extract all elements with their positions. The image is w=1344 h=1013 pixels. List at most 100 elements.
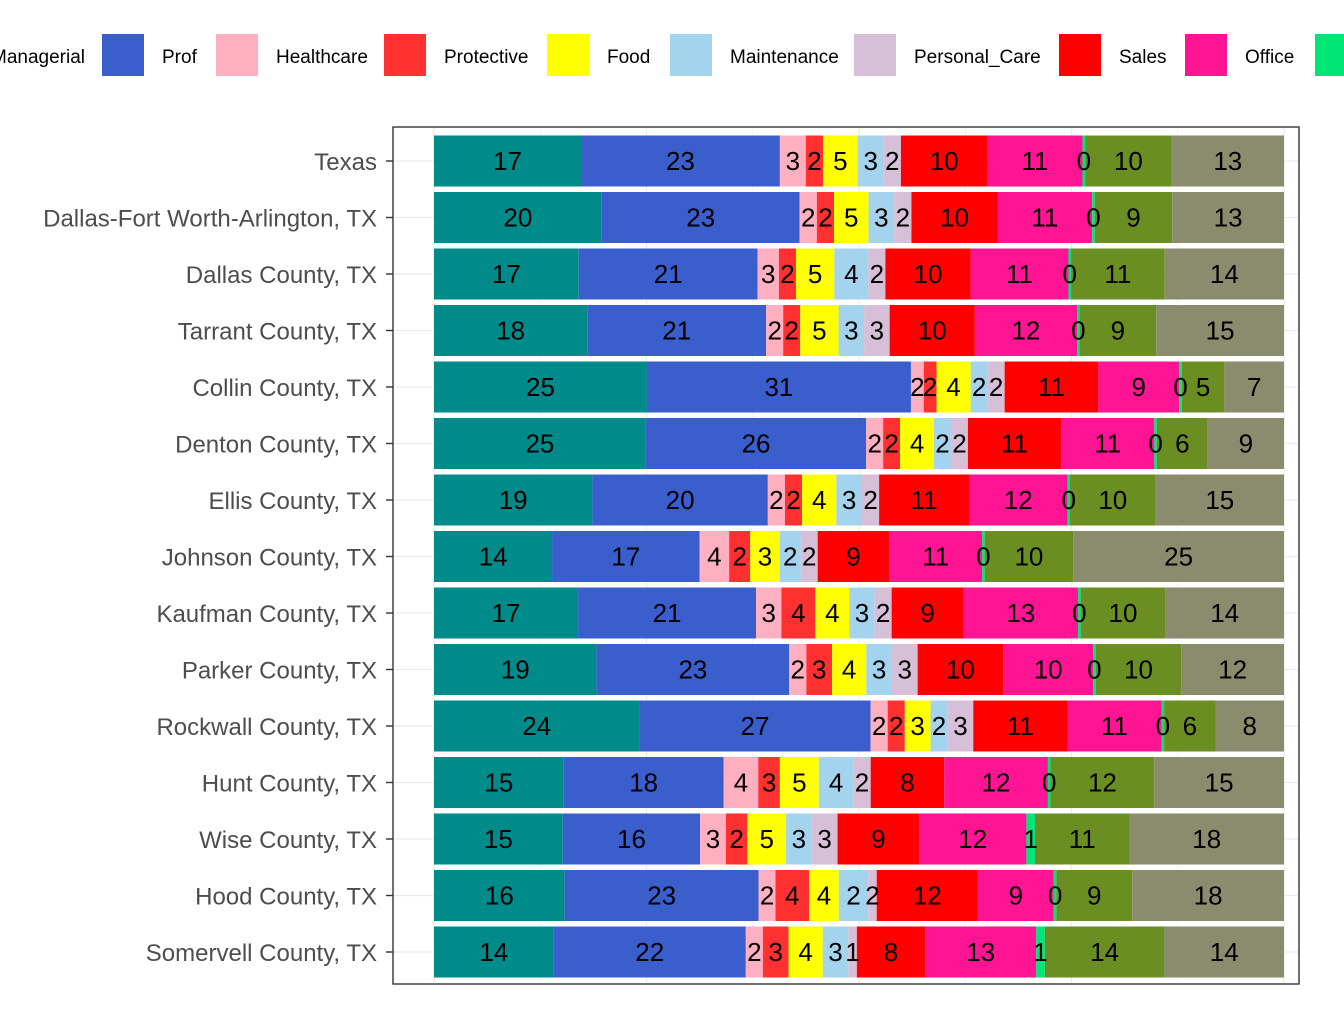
data-label: 25 <box>1164 542 1193 572</box>
bar-segment <box>779 135 806 187</box>
bar-segment <box>861 474 880 526</box>
bar-segment <box>805 135 824 187</box>
bar-segment <box>762 926 789 978</box>
data-label: 25 <box>526 372 555 402</box>
data-label: 0 <box>1156 711 1170 741</box>
bar-segment <box>646 361 911 413</box>
bar-segment <box>836 474 862 526</box>
data-label: 2 <box>791 655 805 685</box>
bar-segment <box>767 474 785 526</box>
data-label: 23 <box>647 881 676 911</box>
bar-segment <box>781 587 816 639</box>
bar-segment <box>1154 757 1284 808</box>
data-label: 10 <box>1014 542 1043 572</box>
data-label: 2 <box>801 203 815 233</box>
data-label: 14 <box>1210 937 1239 967</box>
data-label: 3 <box>855 598 869 628</box>
data-label: 20 <box>503 203 532 233</box>
data-label: 0 <box>1063 259 1077 289</box>
bar-segment <box>963 587 1079 639</box>
data-label: 4 <box>791 598 805 628</box>
legend-label: Protective <box>444 47 528 68</box>
bar-segment <box>434 135 581 187</box>
data-label: 2 <box>846 881 860 911</box>
data-label: 4 <box>707 542 721 572</box>
bar-segment <box>917 644 1004 695</box>
bar-segment <box>758 870 776 921</box>
bar-segment <box>834 248 869 300</box>
bar-segment <box>1035 813 1130 865</box>
data-label: 0 <box>976 542 990 572</box>
bar-segment <box>766 305 784 356</box>
data-label: 3 <box>768 937 782 967</box>
data-label: 0 <box>1086 203 1100 233</box>
data-label: 2 <box>876 598 890 628</box>
category-label: Dallas-Fort Worth-Arlington, TX <box>43 206 377 233</box>
bar-segment <box>1132 870 1284 921</box>
bar-segment <box>868 248 886 300</box>
data-label: 3 <box>828 937 842 967</box>
data-label: 11 <box>1007 711 1034 741</box>
bar-segment <box>1070 474 1156 526</box>
data-label: 0 <box>1077 146 1091 176</box>
data-label: 0 <box>1072 598 1086 628</box>
bar-segment <box>1026 813 1036 865</box>
bar-segment <box>758 757 780 808</box>
legend-swatch <box>670 34 712 76</box>
bar-segment <box>1156 305 1284 356</box>
category-label: Tarrant County, TX <box>178 319 377 346</box>
data-label: 2 <box>885 146 899 176</box>
bar-segment <box>1044 926 1165 978</box>
data-label: 9 <box>1132 372 1146 402</box>
data-label: 18 <box>1194 881 1223 911</box>
bar-segment <box>699 531 730 582</box>
data-label: 4 <box>825 598 839 628</box>
bar-segment <box>434 926 554 978</box>
bar-segment <box>434 248 579 300</box>
bar-segment <box>1056 870 1133 921</box>
data-label: 5 <box>833 146 847 176</box>
legend-label: Food <box>607 47 650 68</box>
data-label: 10 <box>1034 655 1063 685</box>
bar-segment <box>891 587 964 639</box>
data-label: 2 <box>747 937 761 967</box>
bar-segment <box>868 192 895 243</box>
bar-segment <box>1078 587 1081 639</box>
category-label: Texas <box>314 149 377 176</box>
legend-label: Healthcare <box>276 47 368 68</box>
data-label: 16 <box>485 881 514 911</box>
bar-segment <box>552 531 700 582</box>
data-label: 23 <box>666 146 695 176</box>
data-label: 3 <box>844 316 858 346</box>
data-label: 3 <box>817 824 831 854</box>
bar-segment <box>944 757 1048 808</box>
bar-segment <box>973 700 1068 752</box>
bar-segment <box>1079 305 1157 356</box>
data-label: 3 <box>706 824 720 854</box>
category-label: Ellis County, TX <box>208 488 377 515</box>
data-label: 2 <box>786 485 800 515</box>
bar-segment <box>1164 700 1216 752</box>
data-label: 10 <box>1109 598 1138 628</box>
category-label: Somervell County, TX <box>146 940 377 967</box>
bar-segment <box>434 757 564 808</box>
data-label: 2 <box>989 372 1003 402</box>
legend-swatch <box>854 34 896 76</box>
bar-segment <box>887 700 905 752</box>
y-axis: Texas Dallas-Fort Worth-Arlington, TX Dall… <box>43 149 393 967</box>
data-label: 15 <box>1205 768 1234 798</box>
bar-segment <box>434 418 646 469</box>
data-label: 11 <box>1101 711 1128 741</box>
bar-segment <box>974 305 1078 356</box>
data-label: 4 <box>842 655 856 685</box>
data-label: 13 <box>1006 598 1035 628</box>
bar-segment <box>1047 757 1051 808</box>
data-label: 3 <box>762 598 776 628</box>
bar-segment <box>868 870 877 921</box>
data-label: 15 <box>1206 316 1235 346</box>
data-label: 11 <box>911 485 938 515</box>
data-label: 8 <box>900 768 914 798</box>
bar-segment <box>970 248 1069 300</box>
data-label: 11 <box>1038 372 1065 402</box>
category-label: Johnson County, TX <box>162 545 377 572</box>
